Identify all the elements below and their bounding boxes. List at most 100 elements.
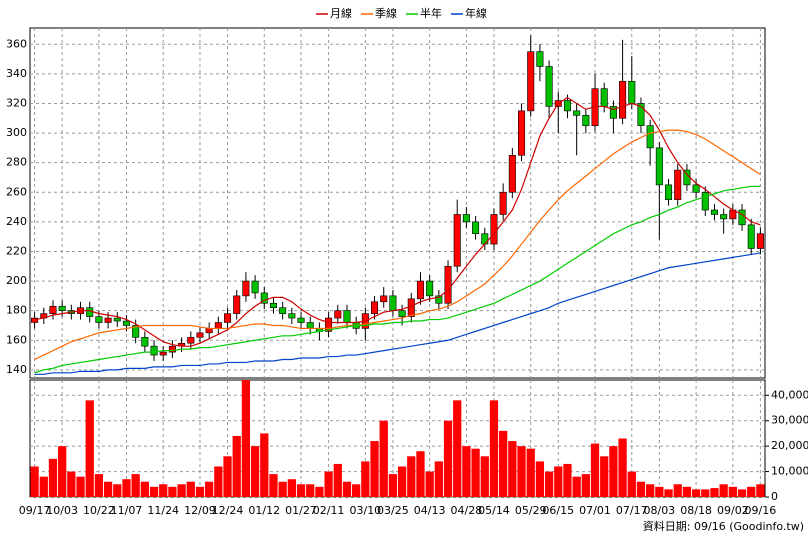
candle-body (224, 313, 232, 323)
x-tick-label: 07/01 (579, 504, 611, 517)
volume-bar (58, 446, 67, 497)
candle-body (545, 66, 553, 107)
candle-body (288, 313, 296, 319)
candle-body (279, 307, 287, 314)
volume-bar (737, 489, 747, 497)
volume-bar (287, 479, 296, 497)
x-tick-label: 10/22 (83, 504, 115, 517)
volume-bar (94, 474, 104, 497)
x-tick-label: 06/15 (542, 504, 574, 517)
candle-body (637, 103, 645, 126)
volume-bar (85, 400, 94, 497)
plot-area (29, 27, 766, 379)
volume-bar (397, 466, 407, 497)
volume-bar (306, 484, 315, 497)
candle-body (444, 265, 452, 304)
candle-body (196, 332, 204, 338)
volume-bar (627, 471, 636, 497)
y-tick-label: 160 (6, 333, 27, 346)
x-tick-label: 11/07 (111, 504, 143, 517)
candle-body (141, 337, 149, 347)
volume-bar (388, 474, 398, 497)
volume-bar (480, 456, 489, 497)
candle-body (481, 233, 489, 245)
volume-bar (728, 486, 737, 497)
x-tick-label: 01/27 (285, 504, 317, 517)
y-tick-label: 360 (6, 37, 27, 50)
x-tick-label: 04/28 (451, 504, 483, 517)
volume-bar (535, 461, 545, 497)
y-tick-label: 280 (6, 156, 27, 169)
volume-bar (260, 433, 269, 497)
x-tick-label: 03/25 (377, 504, 409, 517)
candle-body (132, 325, 140, 338)
source-note: 資料日期: 09/16 (Goodinfo.tw) (643, 519, 804, 533)
y-tick-label: 320 (6, 96, 27, 109)
candle-body (665, 184, 673, 200)
candle-body (343, 310, 351, 323)
candle-body (407, 298, 415, 317)
candle-body (389, 295, 397, 311)
x-tick-label: 05/29 (515, 504, 547, 517)
volume-bar (122, 479, 131, 497)
y-tick-label: 340 (6, 67, 27, 80)
candle-body (692, 184, 700, 193)
volume-bar (691, 489, 701, 497)
volume-bar (618, 438, 627, 497)
volume-bar (103, 481, 113, 497)
volume-bar (673, 484, 682, 497)
volume-bar (664, 489, 673, 497)
x-tick-label: 05/14 (478, 504, 510, 517)
volume-bar (600, 456, 609, 497)
candle-body (113, 317, 121, 322)
volume-bar (269, 474, 278, 497)
candle-body (159, 351, 167, 356)
volume-bar (462, 446, 471, 497)
x-tick-label: 09/16 (745, 504, 777, 517)
candle-body (674, 169, 682, 200)
volume-bar (177, 484, 186, 497)
volume-bar (352, 484, 361, 497)
volume-bar (278, 481, 287, 497)
volume-bar (407, 456, 416, 497)
y-tick-label: 300 (6, 126, 27, 139)
volume-bar (563, 463, 572, 497)
candle-body (325, 317, 333, 332)
candle-body (518, 110, 526, 156)
candle-body (508, 154, 516, 193)
x-tick-label: 08/18 (680, 504, 712, 517)
y-tick-label: 140 (6, 363, 27, 376)
volume-bar (214, 466, 223, 497)
ma-line (34, 129, 761, 361)
candle-body (499, 191, 507, 215)
candle-body (371, 301, 379, 314)
volume-bar (609, 446, 618, 497)
volume-bar (205, 481, 214, 497)
volume-bar (342, 481, 352, 497)
x-tick-label: 07/17 (616, 504, 648, 517)
candle-body (297, 317, 305, 323)
candle-body (628, 80, 636, 104)
volume-bar (361, 461, 370, 497)
candle-body (573, 110, 581, 116)
volume-bar (489, 400, 499, 497)
legend-label: 月線 (330, 6, 352, 20)
candle-body (398, 310, 406, 317)
volume-bar (590, 443, 600, 497)
candle-body (747, 224, 755, 249)
candle-body (536, 51, 544, 67)
volume-bar (572, 476, 581, 497)
candle-body (187, 337, 195, 344)
candle-body (31, 317, 39, 323)
candle-body (527, 51, 535, 112)
volume-bar (232, 435, 241, 497)
volume-bar (315, 486, 324, 497)
ma-line (34, 185, 761, 374)
volume-bar (333, 463, 342, 497)
legend-label: 季線 (375, 6, 397, 20)
candle-body (720, 214, 728, 220)
volume-bar (250, 446, 260, 497)
y2-tick-label: 20,000 (771, 439, 808, 452)
volume-bar (471, 448, 480, 497)
candle-body (490, 214, 498, 245)
